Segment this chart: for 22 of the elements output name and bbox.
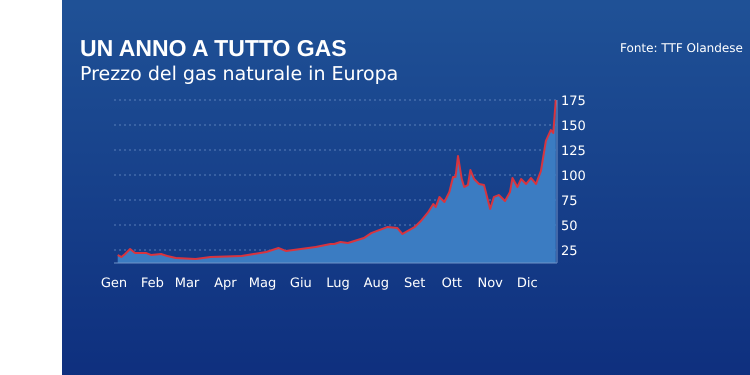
y-tick-label: 150	[561, 119, 586, 134]
y-tick-label: 175	[561, 94, 586, 109]
y-tick-label: 50	[561, 219, 578, 234]
x-tick-label: Gen	[100, 276, 128, 291]
x-tick-label: Giu	[290, 276, 312, 291]
x-tick-label: Dic	[516, 276, 538, 291]
x-tick-label: Feb	[140, 276, 164, 291]
chart-title: UN ANNO A TUTTO GAS	[80, 35, 347, 61]
y-tick-label: 25	[561, 244, 578, 259]
x-tick-label: Set	[404, 276, 426, 291]
x-tick-label: Nov	[477, 276, 504, 291]
y-tick-label: 100	[561, 169, 586, 184]
chart-subtitle: Prezzo del gas naturale in Europa	[80, 63, 398, 85]
x-tick-label: Aug	[364, 276, 390, 291]
source-note: Fonte: TTF Olandese	[620, 41, 743, 55]
x-tick-label: Ott	[442, 276, 462, 291]
x-tick-label: Mar	[174, 276, 200, 291]
x-tick-label: Lug	[326, 276, 350, 291]
x-tick-label: Mag	[248, 276, 276, 291]
y-tick-label: 125	[561, 144, 586, 159]
y-tick-label: 75	[561, 194, 578, 209]
x-tick-label: Apr	[214, 276, 238, 291]
